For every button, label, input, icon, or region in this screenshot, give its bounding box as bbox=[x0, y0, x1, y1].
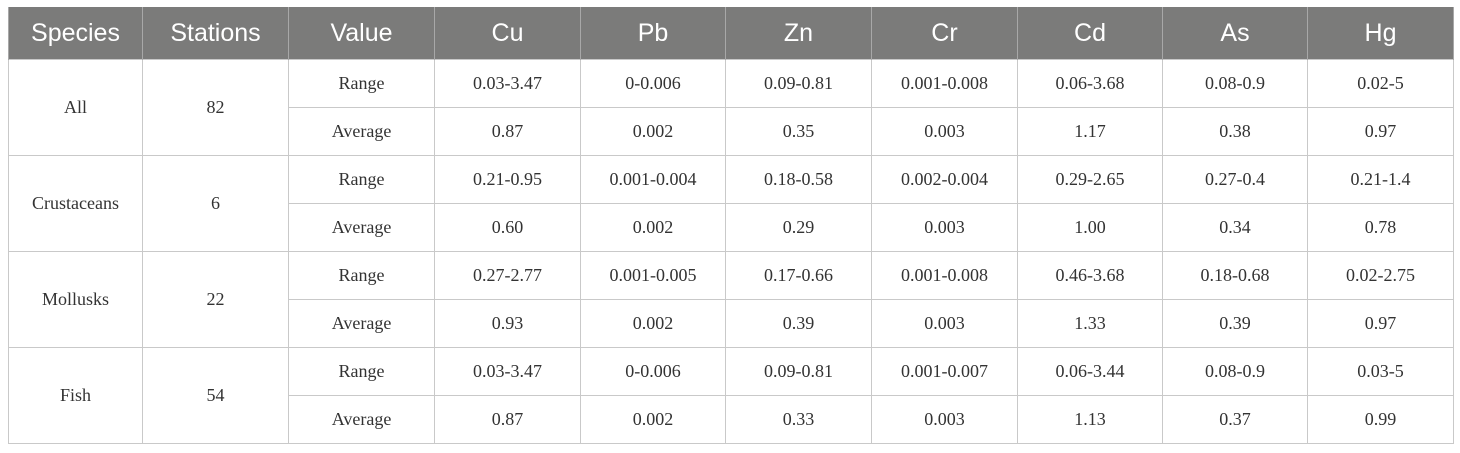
data-cell: 0.08-0.9 bbox=[1162, 347, 1308, 396]
data-cell: 1.33 bbox=[1017, 299, 1163, 348]
data-cell: 0.03-3.47 bbox=[434, 59, 581, 108]
header-stations: Stations bbox=[142, 7, 289, 60]
table-row: Fish 54 Range 0.03-3.47 0-0.006 0.09-0.8… bbox=[8, 347, 1454, 444]
value-type-cell: Average bbox=[288, 395, 435, 444]
data-cell: 0.002 bbox=[580, 203, 726, 252]
data-cell: 0.18-0.58 bbox=[725, 155, 872, 204]
data-cell: 0.97 bbox=[1307, 299, 1454, 348]
data-cell: 0.03-5 bbox=[1307, 347, 1454, 396]
data-cell: 0.21-0.95 bbox=[434, 155, 581, 204]
heavy-metal-table: Species Stations Value Cu Pb Zn Cr Cd As… bbox=[8, 7, 1454, 444]
value-type-cell: Average bbox=[288, 299, 435, 348]
data-cell: 0.002 bbox=[580, 299, 726, 348]
species-cell: All bbox=[8, 59, 143, 156]
data-cell: 0.001-0.008 bbox=[871, 59, 1018, 108]
data-cell: 0.003 bbox=[871, 203, 1018, 252]
data-cell: 0.27-2.77 bbox=[434, 251, 581, 300]
table-row: Average 0.87 0.002 0.35 0.003 1.17 0.38 … bbox=[9, 107, 1454, 156]
species-cell: Crustaceans bbox=[8, 155, 143, 252]
header-zn: Zn bbox=[725, 7, 872, 60]
value-type-cell: Average bbox=[288, 107, 435, 156]
stations-cell: 54 bbox=[142, 347, 289, 444]
header-pb: Pb bbox=[580, 7, 726, 60]
data-cell: 0.002 bbox=[580, 395, 726, 444]
data-cell: 0.02-2.75 bbox=[1307, 251, 1454, 300]
species-cell: Mollusks bbox=[8, 251, 143, 348]
data-cell: 0.46-3.68 bbox=[1017, 251, 1163, 300]
value-type-cell: Range bbox=[288, 347, 435, 396]
value-type-cell: Average bbox=[288, 203, 435, 252]
table-row: Average 0.93 0.002 0.39 0.003 1.33 0.39 … bbox=[9, 299, 1454, 348]
header-cr: Cr bbox=[871, 7, 1018, 60]
header-cu: Cu bbox=[434, 7, 581, 60]
data-cell: 1.13 bbox=[1017, 395, 1163, 444]
data-cell: 0.38 bbox=[1162, 107, 1308, 156]
table-row: All 82 Range 0.03-3.47 0-0.006 0.09-0.81… bbox=[8, 59, 1454, 156]
data-cell: 0.001-0.007 bbox=[871, 347, 1018, 396]
data-cell: 0.99 bbox=[1307, 395, 1454, 444]
stations-cell: 22 bbox=[142, 251, 289, 348]
data-cell: 0.87 bbox=[434, 395, 581, 444]
data-cell: 0.09-0.81 bbox=[725, 59, 872, 108]
data-cell: 0.003 bbox=[871, 395, 1018, 444]
data-cell: 0.001-0.008 bbox=[871, 251, 1018, 300]
data-cell: 0.33 bbox=[725, 395, 872, 444]
header-species: Species bbox=[8, 7, 143, 60]
header-row: Species Stations Value Cu Pb Zn Cr Cd As… bbox=[8, 7, 1454, 60]
header-as: As bbox=[1162, 7, 1308, 60]
data-cell: 0.003 bbox=[871, 107, 1018, 156]
species-cell: Fish bbox=[8, 347, 143, 444]
data-cell: 0.87 bbox=[434, 107, 581, 156]
data-cell: 0.08-0.9 bbox=[1162, 59, 1308, 108]
data-cell: 0.93 bbox=[434, 299, 581, 348]
table-row: Crustaceans 6 Range 0.21-0.95 0.001-0.00… bbox=[8, 155, 1454, 252]
header-value: Value bbox=[288, 7, 435, 60]
data-cell: 0.39 bbox=[1162, 299, 1308, 348]
data-cell: 0.29 bbox=[725, 203, 872, 252]
data-cell: 0.001-0.004 bbox=[580, 155, 726, 204]
data-cell: 0.003 bbox=[871, 299, 1018, 348]
data-cell: 0.29-2.65 bbox=[1017, 155, 1163, 204]
stations-cell: 82 bbox=[142, 59, 289, 156]
stations-cell: 6 bbox=[142, 155, 289, 252]
header-cd: Cd bbox=[1017, 7, 1163, 60]
data-cell: 0.39 bbox=[725, 299, 872, 348]
data-cell: 0.02-5 bbox=[1307, 59, 1454, 108]
table-row: Mollusks 22 Range 0.27-2.77 0.001-0.005 … bbox=[8, 251, 1454, 348]
data-cell: 0-0.006 bbox=[580, 347, 726, 396]
data-cell: 0.34 bbox=[1162, 203, 1308, 252]
data-cell: 1.17 bbox=[1017, 107, 1163, 156]
table-row: Average 0.60 0.002 0.29 0.003 1.00 0.34 … bbox=[9, 203, 1454, 252]
data-cell: 0.001-0.005 bbox=[580, 251, 726, 300]
data-cell: 1.00 bbox=[1017, 203, 1163, 252]
data-cell: 0.37 bbox=[1162, 395, 1308, 444]
data-cell: 0.09-0.81 bbox=[725, 347, 872, 396]
data-cell: 0.78 bbox=[1307, 203, 1454, 252]
data-cell: 0.17-0.66 bbox=[725, 251, 872, 300]
value-type-cell: Range bbox=[288, 251, 435, 300]
header-hg: Hg bbox=[1307, 7, 1454, 60]
data-cell: 0.002 bbox=[580, 107, 726, 156]
data-cell: 0.002-0.004 bbox=[871, 155, 1018, 204]
data-cell: 0-0.006 bbox=[580, 59, 726, 108]
value-type-cell: Range bbox=[288, 155, 435, 204]
data-cell: 0.27-0.4 bbox=[1162, 155, 1308, 204]
data-cell: 0.06-3.68 bbox=[1017, 59, 1163, 108]
data-cell: 0.03-3.47 bbox=[434, 347, 581, 396]
table-row: Average 0.87 0.002 0.33 0.003 1.13 0.37 … bbox=[9, 395, 1454, 444]
data-cell: 0.97 bbox=[1307, 107, 1454, 156]
data-cell: 0.60 bbox=[434, 203, 581, 252]
data-cell: 0.06-3.44 bbox=[1017, 347, 1163, 396]
data-cell: 0.35 bbox=[725, 107, 872, 156]
value-type-cell: Range bbox=[288, 59, 435, 108]
data-cell: 0.18-0.68 bbox=[1162, 251, 1308, 300]
data-cell: 0.21-1.4 bbox=[1307, 155, 1454, 204]
